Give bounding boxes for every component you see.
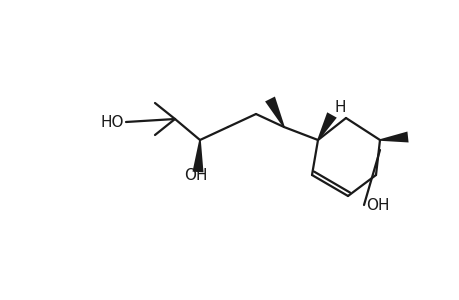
Polygon shape <box>379 131 408 142</box>
Text: H: H <box>334 100 345 115</box>
Text: OH: OH <box>365 197 389 212</box>
Text: OH: OH <box>184 167 207 182</box>
Text: HO: HO <box>100 115 123 130</box>
Polygon shape <box>264 97 284 128</box>
Polygon shape <box>317 112 336 140</box>
Polygon shape <box>192 140 203 172</box>
